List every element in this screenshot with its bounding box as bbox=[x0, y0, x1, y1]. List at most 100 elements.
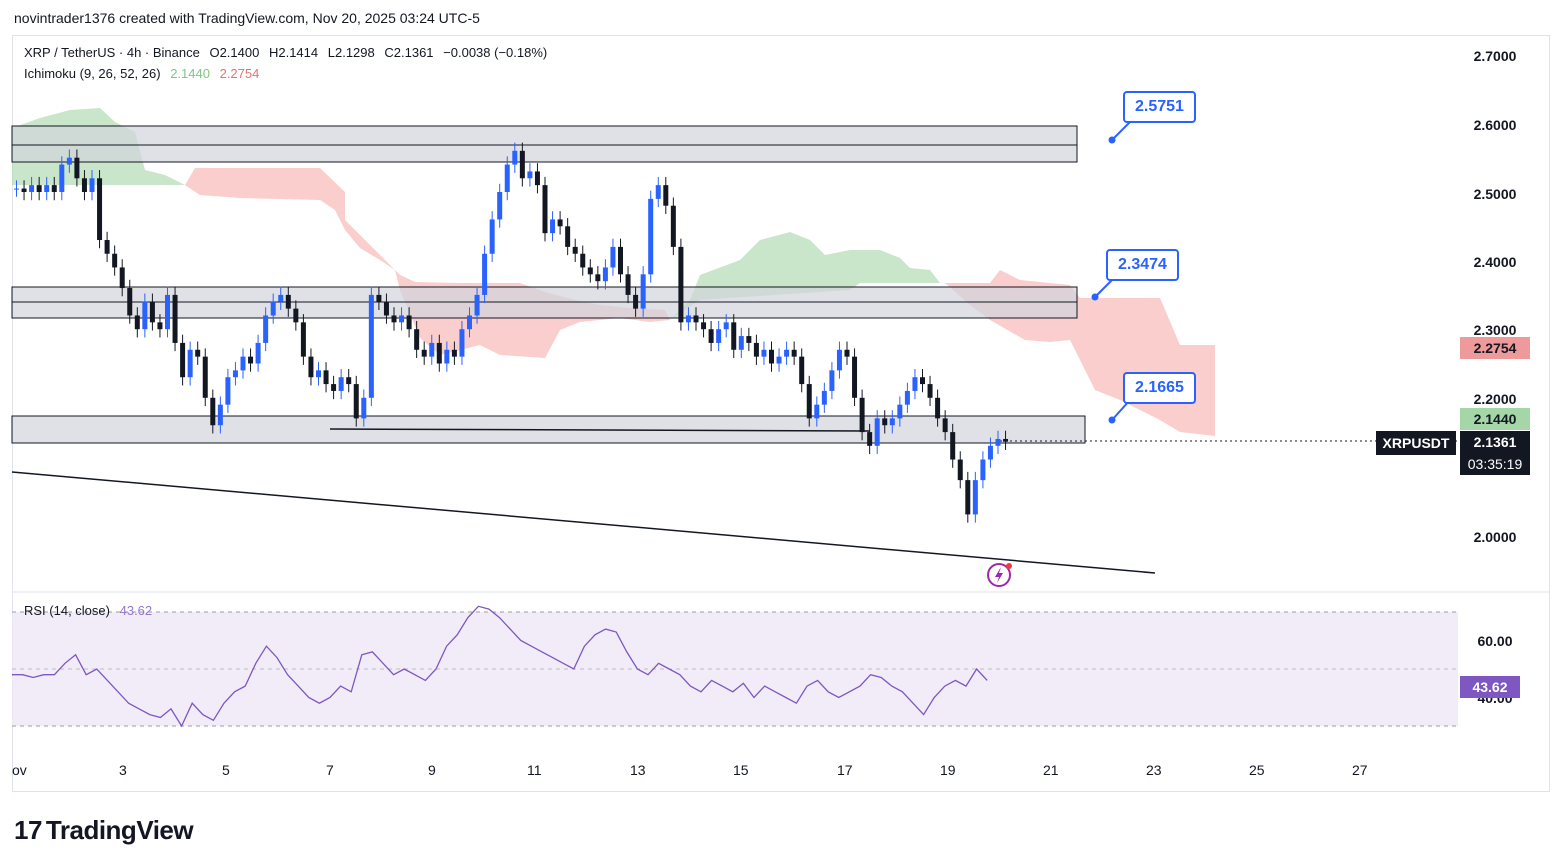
target-callout-1[interactable]: 2.5751 bbox=[1123, 91, 1196, 123]
candle-body bbox=[829, 370, 835, 391]
candle-body bbox=[195, 349, 201, 357]
candle-body bbox=[731, 322, 737, 350]
candle-body bbox=[444, 349, 450, 364]
rsi-legend[interactable]: RSI (14, close) 43.62 bbox=[24, 603, 158, 618]
descending-trendline[interactable] bbox=[11, 471, 1156, 574]
candle-body bbox=[904, 390, 910, 405]
candle-body bbox=[618, 246, 623, 275]
candle-body bbox=[421, 349, 427, 357]
time-label: 25 bbox=[1249, 762, 1265, 778]
candle-body bbox=[565, 226, 571, 247]
candle-body bbox=[867, 432, 873, 446]
candle-body bbox=[572, 246, 578, 254]
candle-body bbox=[119, 267, 125, 289]
rsi-tick: 60.00 bbox=[1477, 633, 1513, 649]
candle-body bbox=[142, 301, 148, 330]
time-label: 27 bbox=[1352, 762, 1368, 778]
candle-body bbox=[316, 370, 321, 378]
ohlc-open: O2.1400 bbox=[209, 45, 260, 60]
target-callout-2[interactable]: 2.3474 bbox=[1106, 249, 1179, 281]
candle-body bbox=[36, 185, 42, 192]
ichimoku-legend[interactable]: Ichimoku (9, 26, 52, 26) 2.1440 2.2754 bbox=[24, 66, 265, 81]
candles[interactable] bbox=[14, 142, 1009, 523]
candle-body bbox=[376, 294, 382, 302]
tv-logo-icon: 17 bbox=[14, 815, 42, 845]
candle-body bbox=[300, 322, 306, 357]
last-price-tag: 2.1361 03:35:19 bbox=[1460, 431, 1530, 475]
candle-body bbox=[806, 384, 812, 419]
candle-body bbox=[821, 390, 827, 405]
candle-body bbox=[874, 418, 880, 446]
attribution-text: novintrader1376 created with TradingView… bbox=[14, 10, 480, 26]
candle-body bbox=[610, 246, 616, 268]
kumo-green-2 bbox=[670, 232, 940, 320]
candle-body bbox=[74, 157, 80, 179]
candle-body bbox=[346, 377, 352, 385]
last-price-value: 2.1361 bbox=[1473, 434, 1517, 450]
ohlc-low: L2.1298 bbox=[327, 45, 375, 60]
candle-body bbox=[66, 157, 72, 165]
price-tick: 2.4000 bbox=[1473, 254, 1517, 270]
time-label: 11 bbox=[527, 762, 542, 778]
symbol-legend[interactable]: XRP / TetherUS · 4h · Binance O2.1400 H2… bbox=[24, 45, 553, 60]
candle-body bbox=[648, 198, 654, 275]
candle-body bbox=[534, 171, 540, 186]
time-label: 3 bbox=[119, 762, 127, 778]
candle-body bbox=[670, 205, 676, 247]
price-tick: 2.6000 bbox=[1473, 117, 1517, 133]
candle-body bbox=[414, 329, 420, 350]
candle-body bbox=[134, 315, 140, 330]
candle-body bbox=[368, 294, 374, 398]
candle-body bbox=[859, 397, 865, 433]
tradingview-logo[interactable]: 17 TradingView bbox=[14, 815, 194, 846]
candle-body bbox=[165, 294, 170, 330]
time-label: 19 bbox=[940, 762, 956, 778]
candle-body bbox=[587, 267, 593, 275]
candle-body bbox=[799, 356, 805, 385]
candle-body bbox=[59, 164, 65, 192]
candle-body bbox=[361, 397, 367, 419]
candle-body bbox=[225, 377, 231, 405]
candle-body bbox=[248, 356, 254, 364]
ichimoku-b-tag: 2.2754 bbox=[1460, 337, 1530, 359]
time-axis[interactable]: ov 3 5 7 9 11 13 15 17 19 21 23 25 27 bbox=[0, 762, 1563, 782]
candle-body bbox=[512, 150, 518, 165]
target-callout-3[interactable]: 2.1665 bbox=[1123, 372, 1196, 404]
candle-body bbox=[663, 185, 669, 206]
candle-body bbox=[285, 294, 291, 309]
candle-body bbox=[602, 267, 608, 282]
ichimoku-val-a: 2.1440 bbox=[170, 66, 210, 81]
candle-body bbox=[685, 315, 691, 323]
candle-body bbox=[776, 356, 782, 364]
candle-body bbox=[542, 185, 548, 234]
price-zones bbox=[11, 125, 1086, 444]
candle-body bbox=[942, 418, 948, 433]
candle-body bbox=[889, 418, 895, 426]
candle-body bbox=[467, 315, 472, 330]
time-label: ov bbox=[12, 762, 27, 778]
candle-body bbox=[149, 301, 155, 323]
candle-body bbox=[701, 322, 707, 330]
candle-body bbox=[451, 349, 457, 357]
candle-body bbox=[852, 356, 858, 398]
candle-body bbox=[655, 185, 661, 199]
candle-body bbox=[625, 274, 631, 295]
candle-body bbox=[935, 397, 941, 419]
candle-body bbox=[474, 294, 480, 316]
candle-body bbox=[980, 459, 986, 481]
candle-body bbox=[987, 445, 993, 460]
candle-body bbox=[897, 404, 903, 419]
brand-name: TradingView bbox=[45, 815, 194, 845]
time-label: 5 bbox=[222, 762, 230, 778]
candle-body bbox=[557, 219, 563, 227]
candle-body bbox=[202, 356, 208, 398]
rsi-panel[interactable] bbox=[12, 591, 1550, 728]
chart-frame[interactable] bbox=[12, 35, 1550, 792]
time-label: 7 bbox=[326, 762, 334, 778]
candle-body bbox=[1003, 438, 1009, 442]
lightning-icon[interactable] bbox=[987, 563, 1012, 587]
price-tick: 2.0000 bbox=[1473, 529, 1517, 545]
price-tick: 2.7000 bbox=[1473, 48, 1517, 64]
candle-body bbox=[270, 301, 276, 316]
